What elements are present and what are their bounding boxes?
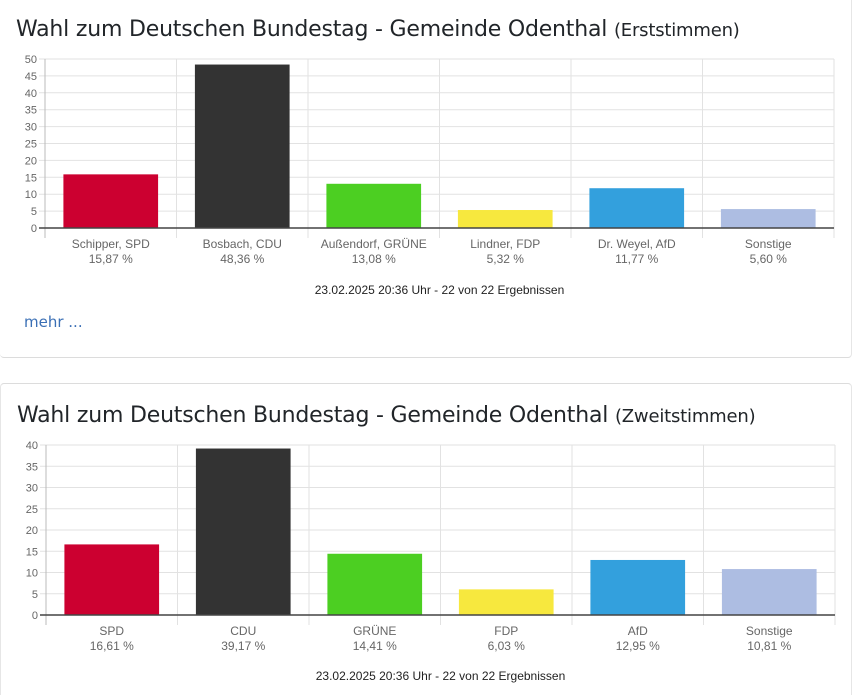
chart-subtitle: (Zweitstimmen) [614, 406, 756, 427]
y-tick-label: 30 [25, 122, 37, 134]
bar-3 [327, 553, 423, 615]
chart-subtitle: (Erststimmen) [613, 20, 740, 41]
results-status-text: 23.02.2025 20:36 Uhr - 22 von 22 Ergebni… [316, 669, 566, 683]
bar-2 [194, 64, 290, 228]
x-tick-label: FDP [494, 624, 518, 638]
bar-4 [457, 210, 553, 228]
bar-3 [326, 183, 422, 228]
x-tick-label: CDU [230, 624, 256, 638]
y-tick-label: 45 [25, 71, 37, 83]
data-label: 10,81 % [747, 639, 791, 653]
x-tick-label: Sonstige [746, 624, 793, 638]
data-label: 6,03 % [488, 639, 526, 653]
bar-1 [64, 544, 160, 615]
x-tick-label: Außendorf, GRÜNE [321, 237, 427, 251]
chart-title: Wahl zum Deutschen Bundestag - Gemeinde … [16, 17, 740, 42]
bar-6 [720, 209, 816, 228]
bar-5 [589, 188, 685, 228]
bar-6 [721, 569, 817, 615]
results-status-text: 23.02.2025 20:36 Uhr - 22 von 22 Ergebni… [315, 283, 565, 297]
y-tick-label: 10 [25, 189, 37, 201]
data-label: 11,77 % [615, 252, 658, 266]
data-label: 12,95 % [616, 639, 660, 653]
x-tick-label: Bosbach, CDU [203, 237, 282, 251]
data-label: 5,60 % [750, 252, 788, 266]
data-label: 15,87 % [89, 252, 133, 266]
bar-1 [63, 174, 159, 228]
y-tick-label: 0 [31, 223, 37, 235]
chart-title-main: Wahl zum Deutschen Bundestag - Gemeinde … [16, 17, 608, 42]
y-tick-label: 10 [26, 568, 38, 580]
chart-title: Wahl zum Deutschen Bundestag - Gemeinde … [17, 403, 756, 428]
mehr-link[interactable]: mehr ... [24, 313, 83, 331]
data-label: 5,32 % [487, 252, 525, 266]
bar-4 [458, 589, 554, 615]
x-tick-label: Schipper, SPD [72, 237, 150, 251]
bar-2 [195, 448, 291, 615]
y-tick-label: 30 [26, 483, 38, 495]
y-tick-label: 20 [26, 525, 38, 537]
y-tick-label: 40 [26, 440, 38, 452]
erststimmen-card: Wahl zum Deutschen Bundestag - Gemeinde … [0, 0, 852, 358]
y-tick-label: 15 [26, 546, 38, 558]
y-tick-label: 35 [25, 105, 37, 117]
y-tick-label: 5 [32, 589, 38, 601]
x-tick-label: AfD [628, 624, 648, 638]
y-tick-label: 25 [26, 504, 38, 516]
y-tick-label: 15 [25, 172, 37, 184]
data-label: 14,41 % [353, 639, 397, 653]
x-tick-label: SPD [99, 624, 124, 638]
x-tick-label: Sonstige [745, 237, 792, 251]
data-label: 13,08 % [352, 252, 396, 266]
data-label: 39,17 % [221, 639, 265, 653]
chart-title-main: Wahl zum Deutschen Bundestag - Gemeinde … [17, 403, 609, 428]
zweitstimmen-card: Wahl zum Deutschen Bundestag - Gemeinde … [0, 383, 852, 695]
x-tick-label: Lindner, FDP [470, 237, 540, 251]
y-tick-label: 35 [26, 461, 38, 473]
y-tick-label: 20 [25, 155, 37, 167]
y-tick-label: 5 [31, 206, 37, 218]
y-tick-label: 25 [25, 139, 37, 151]
y-tick-label: 40 [25, 88, 37, 100]
y-tick-label: 50 [25, 54, 37, 66]
data-label: 48,36 % [220, 252, 264, 266]
y-tick-label: 0 [32, 610, 38, 622]
data-label: 16,61 % [90, 639, 134, 653]
bar-5 [590, 559, 686, 615]
x-tick-label: GRÜNE [353, 624, 396, 638]
x-tick-label: Dr. Weyel, AfD [598, 237, 676, 251]
